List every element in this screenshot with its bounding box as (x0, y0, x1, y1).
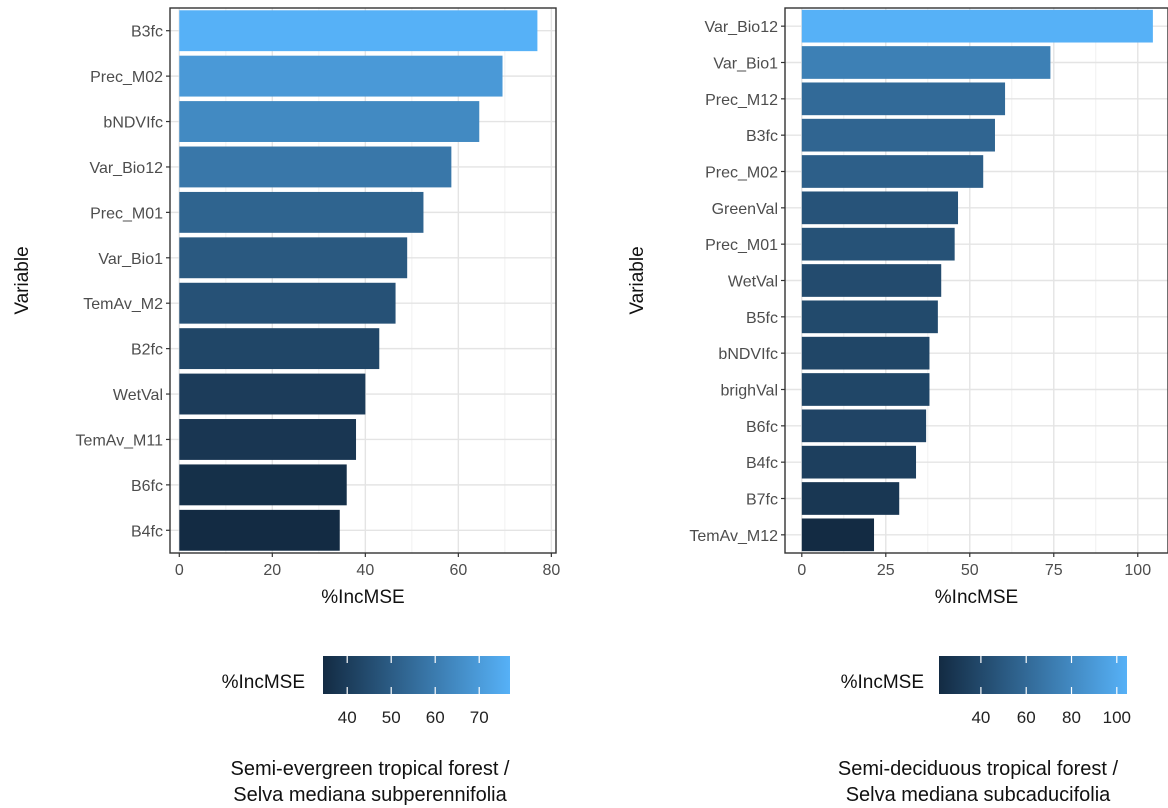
x-axis-title: %IncMSE (321, 587, 404, 608)
bar-Var_Bio12 (801, 9, 1153, 43)
y-axis-title: Variable (12, 246, 33, 314)
y-tick-label: TemAv_M11 (76, 432, 164, 449)
caption-left: Semi-evergreen tropical forest / Selva m… (160, 756, 580, 808)
bar-B3fc (179, 10, 538, 52)
caption-left-line-2: Selva mediana subperennifolia (233, 784, 507, 806)
bar-TemAv_M2 (179, 282, 396, 324)
y-tick-label: brighVal (720, 383, 778, 400)
y-tick-label: TemAv_M12 (689, 528, 778, 545)
x-tick-label: 75 (1045, 562, 1063, 579)
y-tick-label: B5fc (746, 310, 778, 327)
caption-right-line-1: Semi-deciduous tropical forest / (837, 758, 1119, 780)
y-tick-label: B7fc (746, 492, 778, 509)
colorbar (323, 656, 510, 694)
y-tick-label: Prec_M02 (90, 69, 163, 86)
y-tick-label: Prec_M01 (90, 205, 163, 222)
bar-bNDVIfc (801, 336, 930, 370)
caption-right-line-2: Selva mediana subcaducifolia (845, 784, 1111, 806)
colorbar-tick-label: 40 (338, 708, 357, 727)
bar-GreenVal (801, 191, 959, 225)
caption-left-line-1: Semi-evergreen tropical forest / (230, 758, 510, 780)
bar-WetVal (801, 264, 942, 297)
x-tick-label: 0 (175, 562, 184, 579)
y-tick-label: B2fc (131, 342, 163, 359)
colorbar-tick-label: 40 (971, 708, 990, 727)
y-tick-label: B6fc (746, 419, 778, 436)
bar-B3fc (801, 118, 995, 152)
bar-Prec_M02 (179, 55, 503, 97)
bar-Var_Bio1 (801, 46, 1051, 79)
y-tick-label: Var_Bio12 (89, 160, 163, 177)
colorbar-title: %IncMSE (222, 672, 305, 693)
bar-B2fc (179, 328, 380, 370)
x-tick-label: 40 (356, 562, 374, 579)
y-tick-label: Prec_M02 (705, 165, 778, 182)
x-tick-label: 25 (877, 562, 895, 579)
colorbar (939, 656, 1127, 694)
bar-Prec_M01 (801, 227, 955, 261)
x-tick-label: 60 (449, 562, 467, 579)
y-tick-label: Prec_M12 (705, 92, 778, 109)
x-axis-title: %IncMSE (935, 587, 1018, 608)
chart-semi-evergreen: B3fc Prec_M02 bNDVIfc Var_Bio12 Prec_M01 Var_… (12, 7, 560, 727)
bar-B4fc (179, 509, 340, 551)
x-tick-label: 80 (542, 562, 560, 579)
y-tick-label: GreenVal (712, 201, 778, 218)
bar-bNDVIfc (179, 101, 480, 142)
y-tick-label: Var_Bio12 (704, 19, 778, 36)
bar-B6fc (179, 464, 347, 506)
colorbar-tick-label: 100 (1103, 708, 1131, 727)
bar-B4fc (801, 445, 917, 479)
y-tick-label: Prec_M01 (705, 237, 778, 254)
y-tick-label: WetVal (728, 274, 778, 291)
y-tick-label: TemAv_M2 (83, 296, 163, 313)
bar-TemAv_M11 (179, 419, 357, 460)
bar-B5fc (801, 300, 938, 334)
y-tick-label: B4fc (746, 455, 778, 472)
y-tick-label: bNDVIfc (103, 115, 163, 132)
colorbar-tick-label: 80 (1062, 708, 1081, 727)
colorbar-tick-label: 70 (470, 708, 489, 727)
y-tick-label: Var_Bio1 (98, 251, 163, 268)
bar-Var_Bio1 (179, 237, 408, 279)
bar-brighVal (801, 373, 930, 406)
y-axis-title: Variable (627, 246, 648, 314)
x-tick-label: 50 (961, 562, 979, 579)
colorbar-tick-label: 50 (382, 708, 401, 727)
bar-B7fc (801, 482, 900, 515)
bar-TemAv_M12 (801, 518, 875, 552)
caption-right: Semi-deciduous tropical forest / Selva m… (768, 756, 1168, 808)
y-tick-label: B6fc (131, 478, 163, 495)
chart-semi-deciduous: Var_Bio12 Var_Bio1 Prec_M12 B3fc Prec_M02 Gre… (627, 7, 1168, 727)
y-tick-label: B4fc (131, 523, 163, 540)
bar-Var_Bio12 (179, 146, 452, 188)
bar-Prec_M01 (179, 191, 424, 233)
colorbar-title: %IncMSE (841, 672, 924, 693)
y-tick-label: WetVal (113, 387, 163, 404)
y-tick-label: B3fc (746, 128, 778, 145)
x-tick-label: 0 (797, 562, 806, 579)
x-tick-label: 20 (263, 562, 281, 579)
plot-panel (170, 8, 556, 553)
y-tick-label: Var_Bio1 (713, 56, 778, 73)
x-tick-label: 100 (1124, 562, 1151, 579)
plot-border (169, 7, 557, 554)
bar-Prec_M12 (801, 82, 1006, 116)
y-tick-label: B3fc (131, 24, 163, 41)
bar-WetVal (179, 373, 366, 415)
bar-Prec_M02 (801, 155, 984, 188)
colorbar-tick-label: 60 (426, 708, 445, 727)
colorbar-tick-label: 60 (1017, 708, 1036, 727)
bar-B6fc (801, 409, 927, 443)
y-tick-label: bNDVIfc (718, 346, 778, 363)
